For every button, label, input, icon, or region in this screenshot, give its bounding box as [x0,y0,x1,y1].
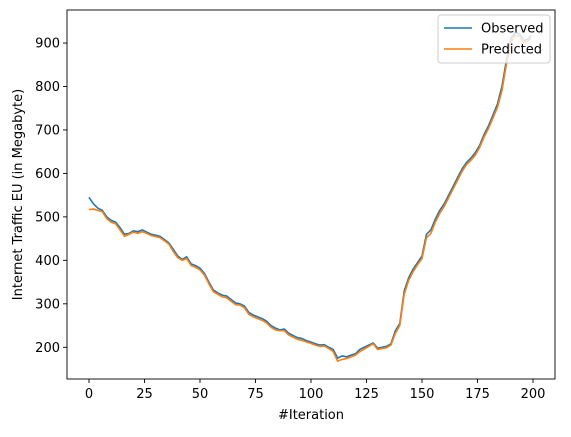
y-tick-label: 700 [35,123,60,138]
x-tick-label: 0 [85,387,93,402]
legend-box [437,14,551,64]
x-tick-label: 25 [136,387,153,402]
y-tick-label: 600 [35,167,60,182]
y-axis-label: Internet Traffic EU (in Megabyte) [11,89,26,300]
y-tick-label: 500 [35,210,60,225]
axes-layer: 0 25 50 75 100 125 150 175 200 200 300 400 500 600 700… [35,9,556,402]
series-line-observed [88,31,532,359]
plot-background [67,10,555,379]
x-tick-label: 175 [465,387,490,402]
y-tick-label: 900 [35,37,60,52]
x-tick-label: 125 [354,387,379,402]
y-tick-label: 400 [35,254,60,269]
x-tick-label: 100 [299,387,324,402]
x-tick-label: 200 [521,387,546,402]
legend: Observed Predicted [437,14,551,64]
series-layer [88,31,532,362]
x-tick-label: 150 [410,387,435,402]
plot-area [67,10,555,379]
y-tick-label: 200 [35,341,60,356]
y-tick-label: 800 [35,80,60,95]
series-line-predicted [88,34,532,362]
x-axis-label: #Iteration [278,408,344,423]
x-tick-label: 50 [192,387,209,402]
x-tick-label: 75 [247,387,264,402]
y-tick-label: 300 [35,297,60,312]
legend-label-observed: Observed [481,22,544,37]
legend-label-predicted: Predicted [481,43,542,58]
